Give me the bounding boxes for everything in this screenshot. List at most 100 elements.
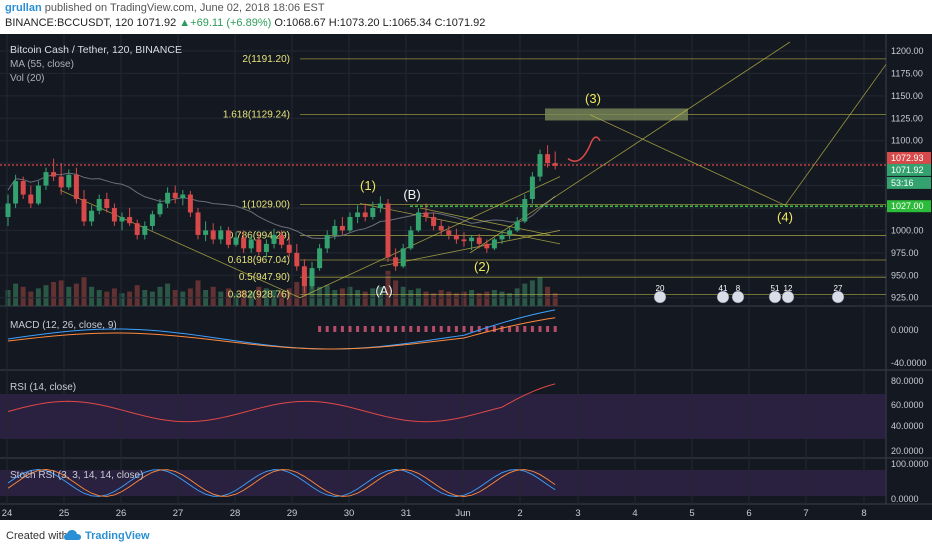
candle-body xyxy=(461,239,467,242)
candle-body xyxy=(431,216,437,226)
candle-body xyxy=(241,237,247,249)
x-tick-label: 5 xyxy=(689,508,694,519)
last-price-tag-bg xyxy=(887,163,931,176)
volume-bar xyxy=(89,286,95,306)
chart-title: Bitcoin Cash / Tether, 120, BINANCE xyxy=(10,44,182,56)
published-line: grullan published on TradingView.com, Ju… xyxy=(5,2,325,14)
candle-body xyxy=(324,234,330,249)
volume-bar xyxy=(545,286,551,306)
candle-body xyxy=(58,176,64,188)
y-tick-label: 950.00 xyxy=(891,270,919,280)
volume-bar xyxy=(286,288,292,306)
candle-body xyxy=(218,230,224,240)
macd-histogram-bar xyxy=(477,326,481,332)
macd-histogram-bar xyxy=(538,326,542,332)
candle-body xyxy=(180,194,186,199)
symbol-line: BINANCE:BCCUSDT, 120 1071.92 ▲+69.11 (+6… xyxy=(5,17,485,29)
rsi-label: RSI (14, close) xyxy=(10,382,76,393)
candle-body xyxy=(35,185,41,204)
fib-label: 1(1029.00) xyxy=(242,199,290,210)
macd-histogram-bar xyxy=(401,326,405,332)
ma-legend: MA (55, close) xyxy=(10,59,74,70)
x-tick-label: 27 xyxy=(173,508,184,519)
volume-bar xyxy=(385,270,391,306)
candle-body xyxy=(20,181,26,195)
macd-tick: 0.0000 xyxy=(891,325,919,335)
volume-bar xyxy=(347,286,353,306)
wave-label: (1) xyxy=(360,178,376,193)
candle-body xyxy=(294,252,300,267)
candle-body xyxy=(537,154,543,177)
macd-histogram-bar xyxy=(439,326,443,332)
price-change: +69.11 (+6.89%) xyxy=(190,17,272,29)
author-link[interactable]: grullan xyxy=(5,2,42,14)
candle-body xyxy=(5,203,11,217)
volume-bar xyxy=(73,283,79,306)
volume-bar xyxy=(218,291,224,306)
rsi-tick: 40.0000 xyxy=(891,421,924,431)
candle-body xyxy=(423,212,429,217)
candle-body xyxy=(248,239,254,249)
volume-bar xyxy=(415,288,421,306)
macd-histogram-bar xyxy=(447,326,451,332)
candle-body xyxy=(529,176,535,200)
macd-histogram-bar xyxy=(492,326,496,332)
candle-body xyxy=(415,212,421,231)
candle-body xyxy=(89,210,95,222)
y-tick-label: 1125.00 xyxy=(891,113,923,123)
candle-body xyxy=(134,223,140,235)
target-zone xyxy=(545,108,688,121)
x-tick-label: 3 xyxy=(575,508,580,519)
volume-bar xyxy=(81,277,87,306)
candle-body xyxy=(522,199,528,222)
y-tick-label: 925.00 xyxy=(891,293,919,303)
price-chart[interactable]: 2(1191.20)1.618(1129.24)1(1029.00)0.786(… xyxy=(0,34,932,520)
event-badge-icon xyxy=(781,290,795,304)
candle-body xyxy=(66,174,72,188)
volume-bar xyxy=(484,291,490,306)
event-badge-count: 27 xyxy=(834,284,843,293)
cloud-logo-icon xyxy=(64,530,81,540)
macd-histogram-bar xyxy=(485,326,489,332)
candle-body xyxy=(119,216,125,222)
volume-bar xyxy=(157,286,163,306)
chart-area[interactable]: 2(1191.20) 1.618(1129.24) 1(1029.00) 0.786(… xyxy=(0,34,932,520)
wave-label: (4) xyxy=(777,209,793,224)
rsi-tick: 80.0000 xyxy=(891,376,924,386)
ohlc-values: O:1068.67 H:1073.20 L:1065.34 C:1071.92 xyxy=(274,17,486,29)
volume-bar xyxy=(522,283,528,306)
volume-bar xyxy=(431,293,437,306)
candle-body xyxy=(453,234,459,240)
resistance-price-tag-bg xyxy=(887,151,931,164)
volume-bar xyxy=(51,282,57,306)
candle-body xyxy=(233,237,239,245)
candle-body xyxy=(81,199,87,222)
candle-body xyxy=(484,243,490,249)
published-text: published on TradingView.com, June 02, 2… xyxy=(44,2,325,14)
candle-body xyxy=(377,203,383,208)
wave-label: (A) xyxy=(375,283,392,298)
event-badge-count: 12 xyxy=(784,284,793,293)
candle-body xyxy=(203,230,209,235)
volume-bar xyxy=(423,291,429,306)
y-tick-label: 1200.00 xyxy=(891,46,924,56)
volume-bar xyxy=(317,286,323,306)
y-tick-label: 1175.00 xyxy=(891,68,923,78)
candle-body xyxy=(355,212,361,217)
x-tick-label: 31 xyxy=(401,508,412,519)
macd-histogram-bar xyxy=(500,326,504,332)
volume-bar xyxy=(248,291,254,306)
volume-bar xyxy=(28,291,34,306)
macd-histogram-bar xyxy=(432,326,436,332)
volume-bar xyxy=(233,293,239,306)
tradingview-link[interactable]: TradingView xyxy=(85,530,150,542)
candle-body xyxy=(165,192,171,204)
volume-bar xyxy=(476,293,482,306)
event-badge-icon xyxy=(731,290,745,304)
candle-body xyxy=(370,207,376,217)
volume-bar xyxy=(180,291,186,306)
candle-body xyxy=(111,207,117,222)
event-badge-count: 20 xyxy=(656,284,665,293)
volume-bar xyxy=(294,282,300,306)
candle-body xyxy=(142,225,148,235)
